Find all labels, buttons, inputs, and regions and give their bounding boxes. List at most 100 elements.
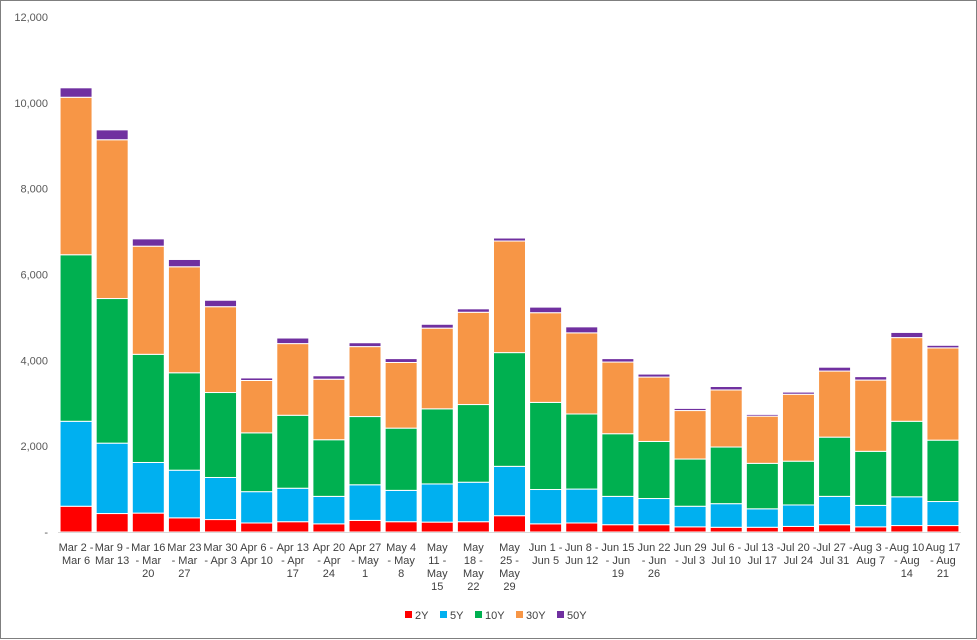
bar-segment-30y xyxy=(565,332,599,415)
bar-segment-50y xyxy=(167,258,201,268)
bar-segment-30y xyxy=(204,306,238,394)
x-tick-label: Mar 9 -Mar 13 xyxy=(95,542,130,567)
bar-segment-2y xyxy=(781,525,815,533)
bar-segment-30y xyxy=(926,347,960,441)
bar-segment-2y xyxy=(493,515,526,533)
bar-segment-5y xyxy=(565,488,599,524)
bar-segment-5y xyxy=(312,495,346,525)
bar-segment-30y xyxy=(384,361,418,429)
x-tick-label: Apr 27- May 1 xyxy=(349,542,381,580)
bar-segment-5y xyxy=(529,489,563,525)
bar-segment-5y xyxy=(420,483,454,523)
bar-segment-10y xyxy=(781,460,815,506)
bar-segment-50y xyxy=(493,237,526,242)
bar-segment-10y xyxy=(926,439,960,503)
y-tick-label: 2,000 xyxy=(20,441,48,453)
bar-segment-2y xyxy=(601,524,635,533)
bar-segment-30y xyxy=(456,311,490,406)
bar-segment-5y xyxy=(348,484,382,521)
x-tick-label: May 11 -May 15 xyxy=(427,542,448,593)
bar-segment-2y xyxy=(59,505,93,533)
bar-stack xyxy=(240,377,274,533)
bar-stack xyxy=(781,391,815,533)
x-tick-label: Jun 8 -Jun 12 xyxy=(565,542,599,567)
bar-stack xyxy=(745,413,779,533)
bar-segment-2y xyxy=(745,526,779,533)
x-tick-label: Apr 6 -Apr 10 xyxy=(240,542,273,567)
bar-segment-30y xyxy=(420,327,454,410)
y-tick-label: - xyxy=(44,527,48,539)
bar-segment-2y xyxy=(565,522,599,533)
x-tick-label: Aug 10- Aug 14 xyxy=(889,542,924,580)
legend-label-30y: 30Y xyxy=(526,610,546,622)
x-tick-label: Mar 16- Mar 20 xyxy=(131,542,165,580)
y-tick-label: 8,000 xyxy=(20,184,48,196)
bar-stack xyxy=(131,238,165,533)
bar-stack xyxy=(673,407,707,533)
bar-stack xyxy=(59,87,93,533)
bar-segment-5y xyxy=(276,487,310,523)
x-tick-label: May 18 -May 22 xyxy=(463,542,484,593)
bar-segment-50y xyxy=(131,238,165,247)
bar-segment-5y xyxy=(781,504,815,527)
bar-segment-50y xyxy=(637,373,671,378)
bar-segment-2y xyxy=(637,524,671,533)
bar-segment-30y xyxy=(709,389,743,448)
bar-segment-30y xyxy=(131,245,165,355)
bar-segment-10y xyxy=(456,404,490,483)
bar-segment-50y xyxy=(565,326,599,334)
bar-segment-30y xyxy=(95,139,129,300)
bar-segment-50y xyxy=(781,391,815,395)
bar-segment-30y xyxy=(240,380,274,434)
y-tick-label: 6,000 xyxy=(20,270,48,282)
bar-stack xyxy=(420,323,454,533)
bar-stack xyxy=(854,376,888,533)
bar-segment-5y xyxy=(384,489,418,523)
x-tick-label: Mar 30- Apr 3 xyxy=(203,542,237,567)
bar-segment-10y xyxy=(348,416,382,486)
bar-segment-50y xyxy=(59,87,93,98)
bar-segment-2y xyxy=(709,526,743,533)
legend-swatch-50y xyxy=(557,611,564,618)
bar-segment-2y xyxy=(348,519,382,533)
bar-segment-5y xyxy=(673,505,707,528)
x-tick-label: Mar 2 -Mar 6 xyxy=(59,542,94,567)
bar-stack xyxy=(348,342,382,533)
legend-label-50y: 50Y xyxy=(567,610,587,622)
bar-stack xyxy=(456,308,490,533)
bar-segment-50y xyxy=(890,331,924,339)
y-tick-label: 12,000 xyxy=(14,12,48,24)
bar-segment-10y xyxy=(565,413,599,490)
bar-segment-2y xyxy=(167,517,201,533)
bar-segment-2y xyxy=(890,525,924,533)
bar-segment-10y xyxy=(312,439,346,497)
legend: 2Y 5Y 10Y 30Y 50Y xyxy=(405,610,587,622)
bar-stack xyxy=(276,337,310,533)
bar-segment-30y xyxy=(167,266,201,374)
x-tick-label: Aug 17- Aug 21 xyxy=(926,542,961,580)
bar-segment-50y xyxy=(348,342,382,348)
x-tick-label: May 4- May 8 xyxy=(386,542,416,580)
bar-segment-5y xyxy=(818,495,852,526)
bar-segment-2y xyxy=(312,523,346,533)
bar-segment-50y xyxy=(818,366,852,372)
x-tick-label: Apr 13- Apr 17 xyxy=(277,542,309,580)
bar-segment-10y xyxy=(59,254,93,422)
bar-segment-10y xyxy=(167,372,201,471)
bar-segment-50y xyxy=(709,386,743,391)
bar-segment-5y xyxy=(926,501,960,527)
bar-segment-5y xyxy=(601,495,635,526)
bar-segment-10y xyxy=(384,427,418,491)
bar-stack xyxy=(95,129,129,533)
bar-segment-50y xyxy=(926,344,960,349)
bar-stack xyxy=(890,331,924,533)
bar-segment-10y xyxy=(240,432,274,493)
legend-swatch-2y xyxy=(405,611,412,618)
bar-segment-5y xyxy=(745,508,779,528)
bar-segment-30y xyxy=(673,410,707,460)
bar-segment-5y xyxy=(709,503,743,528)
bar-stack xyxy=(818,366,852,533)
bar-segment-30y xyxy=(890,337,924,422)
bar-segment-2y xyxy=(95,513,129,533)
